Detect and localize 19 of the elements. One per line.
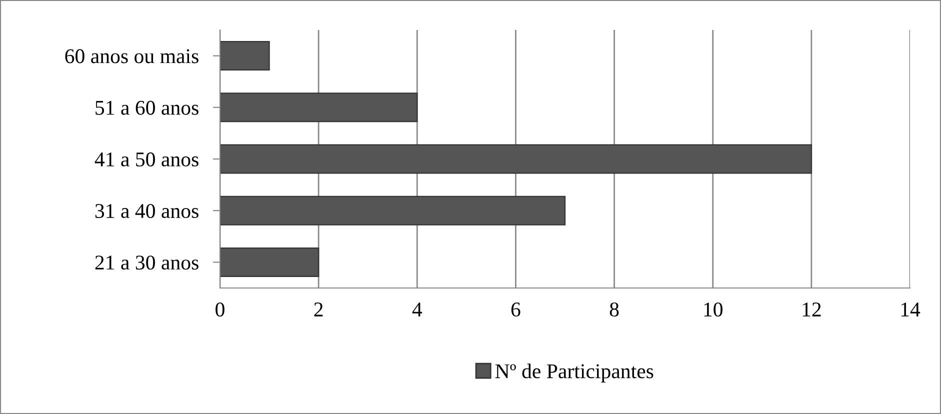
y-tick-label: 21 a 30 anos (95, 256, 198, 270)
y-tick-label: 51 a 60 anos (96, 100, 198, 115)
x-tick-label: 14 (901, 302, 920, 316)
bar (220, 41, 270, 71)
bar (220, 196, 566, 226)
bar (220, 92, 418, 122)
x-tick-label: 6 (511, 302, 520, 317)
legend-label: Nº de Participantes (495, 364, 654, 383)
x-tick-label: 10 (704, 302, 722, 317)
bar (220, 247, 320, 277)
y-tick-label: 41 a 50 anos (94, 152, 198, 166)
x-tick-label: 2 (314, 302, 323, 316)
x-tick-label: 12 (802, 302, 821, 316)
x-tick-label: 0 (216, 302, 224, 317)
y-tick-label: 31 a 40 anos (95, 204, 198, 218)
x-tick-label: 4 (412, 302, 422, 316)
y-tick-label: 60 anos ou mais (65, 49, 198, 64)
x-tick-label: 8 (610, 302, 619, 317)
bar (220, 144, 812, 174)
